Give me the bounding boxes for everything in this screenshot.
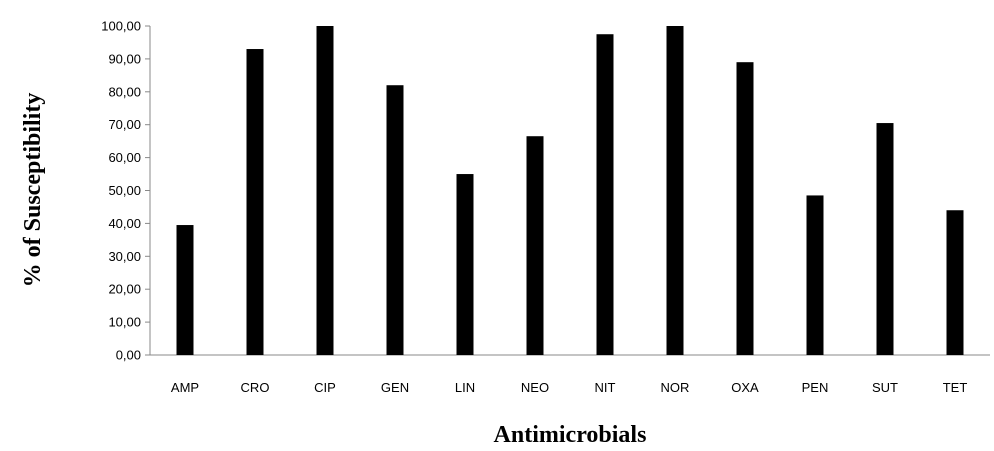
y-axis-title: % of Susceptibility: [20, 93, 46, 288]
bar-lin: [456, 174, 474, 355]
bar-gen: [386, 85, 404, 355]
bar-neo: [526, 136, 544, 355]
x-tick-label: CRO: [241, 380, 270, 395]
y-tick-label: 10,00: [108, 315, 141, 330]
x-tick-label: NOR: [661, 380, 690, 395]
bar-sut: [876, 123, 894, 356]
bar-oxa: [736, 62, 754, 355]
y-tick-label: 90,00: [108, 51, 141, 66]
y-tick-label: 100,00: [101, 19, 141, 34]
y-tick-label: 60,00: [108, 150, 141, 165]
bar-tet: [946, 210, 964, 355]
x-tick-label: GEN: [381, 380, 409, 395]
y-tick-label: 40,00: [108, 216, 141, 231]
bar-nor: [666, 26, 684, 355]
x-tick-label: AMP: [171, 380, 199, 395]
bar-nit: [596, 34, 614, 355]
y-tick-label: 50,00: [108, 183, 141, 198]
y-tick-label: 80,00: [108, 84, 141, 99]
x-axis: AMP CRO CIP GEN LIN NEO NIT NOR OXA PEN SUT TET: [150, 354, 990, 395]
y-axis: 0,00 10,00 20,00 30,00 40,00 50,00 60,00 70,00 8…: [101, 19, 151, 363]
x-tick-label: LIN: [455, 380, 475, 395]
y-tick-label: 70,00: [108, 117, 141, 132]
bar-pen: [806, 195, 824, 355]
x-tick-label: SUT: [872, 380, 898, 395]
x-tick-label: OXA: [731, 380, 759, 395]
x-tick-label: PEN: [802, 380, 829, 395]
x-tick-label: NEO: [521, 380, 549, 395]
x-tick-label: NIT: [595, 380, 616, 395]
y-tick-label: 0,00: [116, 348, 141, 363]
bar-amp: [176, 225, 194, 355]
x-axis-title: Antimicrobials: [494, 422, 647, 448]
bar-cro: [246, 49, 264, 355]
x-tick-label: TET: [943, 380, 968, 395]
y-tick-label: 30,00: [108, 249, 141, 264]
bars: [176, 26, 964, 356]
bar-cip: [316, 26, 334, 355]
y-tick-label: 20,00: [108, 282, 141, 297]
x-tick-label: CIP: [314, 380, 336, 395]
